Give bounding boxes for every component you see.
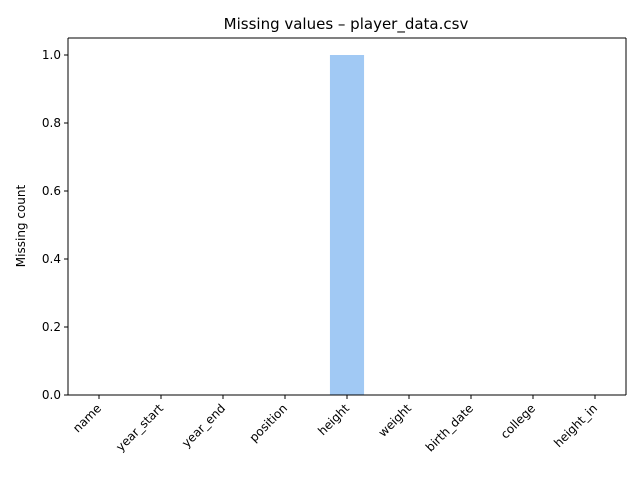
y-axis-label: Missing count <box>14 184 28 267</box>
chart-title: Missing values – player_data.csv <box>224 15 469 34</box>
y-tick-label: 0.6 <box>42 184 61 198</box>
x-tick-label-position: position <box>247 401 291 445</box>
x-tick-label-year_end: year_end <box>179 401 228 450</box>
x-tick-label-year_start: year_start <box>113 401 166 454</box>
x-tick-label-birth_date: birth_date <box>423 401 476 454</box>
bar-height <box>329 55 365 395</box>
x-tick-label-college: college <box>498 401 538 441</box>
y-tick-label: 0.2 <box>42 320 61 334</box>
x-tick-label-height_in: height_in <box>551 401 600 450</box>
y-tick-label: 0.4 <box>42 252 61 266</box>
y-tick-label: 1.0 <box>42 48 61 62</box>
y-axis-ticks: 0.0 0.2 0.4 0.6 0.8 1.0 <box>42 48 68 402</box>
bars-group <box>329 55 365 395</box>
x-tick-label-height: height <box>315 401 352 438</box>
x-axis-ticks: name year_start year_end position height weig… <box>70 395 600 454</box>
x-tick-label-name: name <box>70 401 104 435</box>
axes-frame <box>67 37 627 396</box>
y-tick-label: 0.8 <box>42 116 61 130</box>
x-tick-label-weight: weight <box>376 401 415 440</box>
y-tick-label: 0.0 <box>42 388 61 402</box>
